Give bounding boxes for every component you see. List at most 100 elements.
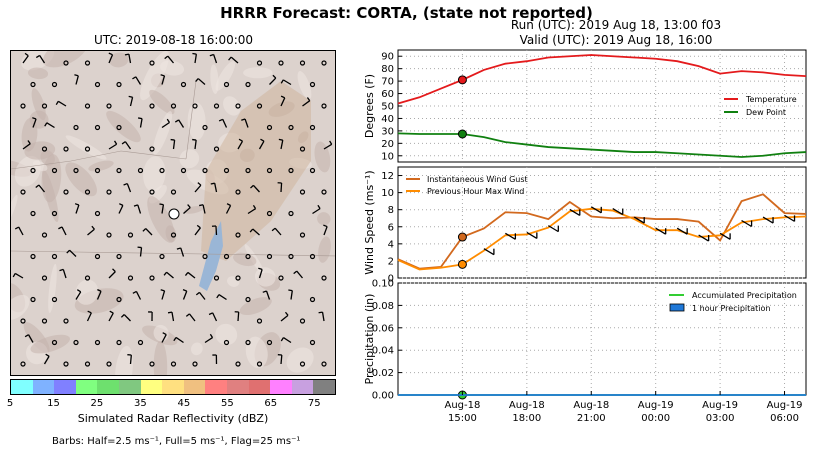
wind-barb bbox=[784, 214, 795, 222]
legend-label: Temperature bbox=[745, 95, 797, 104]
wind-barb bbox=[35, 54, 46, 64]
x-tick-time: 03:00 bbox=[706, 413, 735, 424]
y-tick-label: 2 bbox=[388, 256, 394, 267]
calm-wind-symbol bbox=[94, 339, 101, 346]
wind-barb bbox=[312, 204, 321, 215]
wind-barb bbox=[323, 224, 328, 236]
wind-barb bbox=[12, 272, 24, 279]
terrain-ridge bbox=[183, 205, 204, 214]
calm-wind-symbol bbox=[170, 189, 177, 195]
wind-barb bbox=[87, 225, 95, 236]
map-svg bbox=[11, 51, 335, 375]
calm-wind-symbol bbox=[63, 318, 69, 324]
wind-barb bbox=[228, 56, 239, 64]
main-title: HRRR Forecast: CORTA, (state not reporte… bbox=[220, 4, 593, 22]
wind-barb bbox=[32, 117, 37, 128]
calm-wind-symbol bbox=[137, 167, 144, 174]
calm-wind-symbol bbox=[106, 189, 112, 195]
calm-wind-symbol bbox=[63, 361, 69, 367]
legend-label: Previous Hour Max Wind bbox=[427, 187, 524, 196]
colorbar-bin bbox=[118, 380, 141, 394]
calm-wind-symbol bbox=[149, 275, 155, 281]
calm-wind-symbol bbox=[266, 124, 273, 131]
wind-barb bbox=[302, 97, 311, 107]
wind-barb bbox=[278, 138, 284, 150]
colorbar-bin bbox=[97, 380, 119, 394]
colorbar-bin bbox=[313, 380, 335, 394]
wind-barb bbox=[142, 228, 153, 236]
colorbar-tick-label: 45 bbox=[177, 398, 191, 409]
calm-wind-symbol bbox=[235, 103, 241, 109]
wind-barb bbox=[74, 203, 80, 214]
wind-barb bbox=[96, 289, 102, 300]
wind-barb bbox=[211, 225, 218, 236]
calm-wind-symbol bbox=[51, 296, 58, 303]
calm-wind-symbol bbox=[245, 167, 251, 174]
plot-area bbox=[397, 166, 807, 279]
legend-label: Accumulated Precipitation bbox=[692, 291, 797, 300]
terrain-ridge bbox=[239, 297, 272, 316]
station-marker[interactable] bbox=[168, 208, 180, 220]
calm-wind-symbol bbox=[202, 253, 208, 260]
calm-wind-symbol bbox=[223, 167, 230, 174]
calm-wind-symbol bbox=[116, 253, 122, 260]
calm-wind-symbol bbox=[278, 275, 284, 281]
wind-barb bbox=[216, 294, 227, 301]
calm-wind-symbol bbox=[309, 253, 316, 260]
calm-wind-symbol bbox=[41, 275, 48, 281]
wind-barb bbox=[174, 119, 185, 128]
colorbar-bin bbox=[205, 380, 227, 394]
wind-barb bbox=[505, 232, 516, 240]
calm-wind-symbol bbox=[245, 339, 251, 346]
colorbar-bin bbox=[226, 380, 249, 394]
wind-barb bbox=[161, 332, 167, 343]
wind-barb bbox=[173, 336, 184, 344]
wind-barb bbox=[280, 337, 292, 344]
x-tick-date: Aug-18 bbox=[444, 400, 480, 411]
calm-wind-symbol bbox=[127, 275, 134, 281]
calm-wind-symbol bbox=[94, 81, 101, 88]
terrain-ridge bbox=[297, 71, 312, 100]
calm-wind-symbol bbox=[266, 339, 273, 346]
calm-wind-symbol bbox=[116, 339, 122, 346]
legend-swatch bbox=[669, 303, 685, 312]
calm-wind-symbol bbox=[51, 167, 58, 174]
terrain-ridge bbox=[223, 96, 241, 116]
wind-barb bbox=[176, 247, 185, 257]
wind-barb bbox=[225, 203, 232, 214]
y-tick-label: 12 bbox=[381, 171, 394, 182]
terrain-ridge bbox=[297, 131, 309, 144]
calm-wind-symbol bbox=[213, 103, 220, 109]
terrain-ridge bbox=[11, 294, 30, 320]
y-tick-label: 10 bbox=[381, 151, 394, 162]
calm-wind-symbol bbox=[321, 60, 327, 66]
calm-wind-symbol bbox=[321, 361, 327, 367]
wind-barb bbox=[75, 289, 82, 300]
wind-barb bbox=[199, 204, 206, 214]
wind-barb bbox=[280, 95, 286, 107]
highland-shading bbox=[201, 81, 311, 261]
colorbar-tick-label: 35 bbox=[134, 398, 147, 409]
wind-barb bbox=[237, 138, 244, 150]
calm-wind-symbol bbox=[41, 318, 48, 324]
colorbar-bin bbox=[291, 380, 314, 394]
terrain-ridge bbox=[245, 336, 268, 369]
calm-wind-symbol bbox=[309, 339, 316, 346]
calm-wind-symbol bbox=[106, 103, 112, 109]
wind-barb bbox=[250, 184, 260, 193]
legend-label: 1 hour Precipitation bbox=[692, 304, 771, 313]
terrain-ridge bbox=[152, 111, 173, 155]
wind-barb bbox=[170, 138, 176, 150]
calm-wind-symbol bbox=[84, 103, 91, 109]
calm-wind-symbol bbox=[127, 232, 134, 238]
wind-barb bbox=[86, 310, 92, 322]
calm-wind-symbol bbox=[84, 146, 91, 152]
calm-wind-symbol bbox=[149, 146, 155, 152]
wind-barb bbox=[35, 184, 46, 193]
colorbar-bin bbox=[75, 380, 98, 394]
wind-barb bbox=[118, 203, 124, 214]
wind-barb bbox=[108, 310, 114, 322]
calm-wind-symbol bbox=[309, 81, 316, 88]
wind-barb bbox=[234, 311, 240, 322]
calm-wind-symbol bbox=[30, 167, 36, 174]
